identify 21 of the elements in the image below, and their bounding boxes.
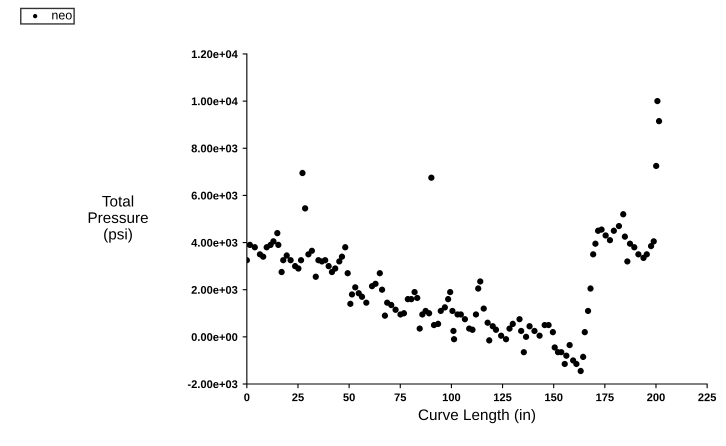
x-tick-label: 0	[244, 393, 250, 402]
y-axis-title: Total Pressure (psi)	[88, 195, 148, 243]
y-tick-label: 8.00e+03	[192, 144, 238, 152]
y-tick-label: 6.00e+03	[192, 192, 238, 200]
legend-label: neo	[52, 12, 72, 20]
x-tick-label: 175	[596, 393, 614, 402]
x-tick-label: 225	[698, 393, 716, 402]
x-tick-label: 100	[442, 393, 460, 402]
x-tick-label: 75	[394, 393, 406, 402]
y-tick-label: 1.00e+04	[192, 97, 238, 106]
y-tick-label: -2.00e+03	[188, 380, 238, 388]
x-tick-label: 125	[494, 393, 512, 402]
y-tick-label: 4.00e+03	[191, 238, 238, 247]
x-tick-label: 150	[545, 393, 563, 402]
x-tick-label: 50	[343, 393, 355, 402]
y-tick-label: 0.00e+00	[192, 333, 238, 341]
x-axis-title: Curve Length (in)	[418, 408, 536, 424]
x-tick-label: 25	[292, 393, 304, 402]
x-tick-label: 200	[647, 393, 665, 402]
y-tick-label: 2.00e+03	[192, 286, 238, 294]
y-tick-label: 1.20e+04	[192, 50, 238, 58]
